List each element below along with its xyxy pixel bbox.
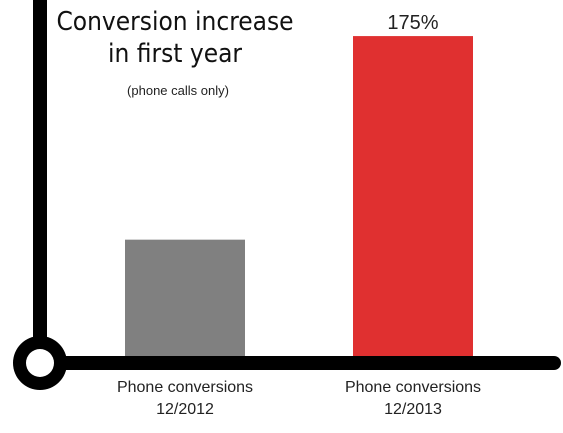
- category-label-2-line-1: Phone conversions: [345, 379, 481, 396]
- bar-2-value-label: 175%: [387, 12, 438, 34]
- category-label-2-line-2: 12/2013: [384, 401, 442, 418]
- category-label-1-line-2: 12/2012: [156, 401, 214, 418]
- category-label-1-line-1: Phone conversions: [117, 379, 253, 396]
- bars-group: 175%: [125, 12, 473, 356]
- chart-subtitle: (phone calls only): [127, 83, 229, 98]
- axis-origin-hole: [26, 349, 54, 377]
- title-line-1: Conversion increase: [56, 7, 293, 37]
- bar-2: [353, 36, 473, 356]
- chart-title: Conversion increase in first year: [56, 7, 293, 69]
- title-line-2: in first year: [108, 39, 242, 69]
- bar-1: [125, 239, 245, 356]
- category-labels-group: Phone conversions 12/2012 Phone conversion…: [117, 379, 481, 418]
